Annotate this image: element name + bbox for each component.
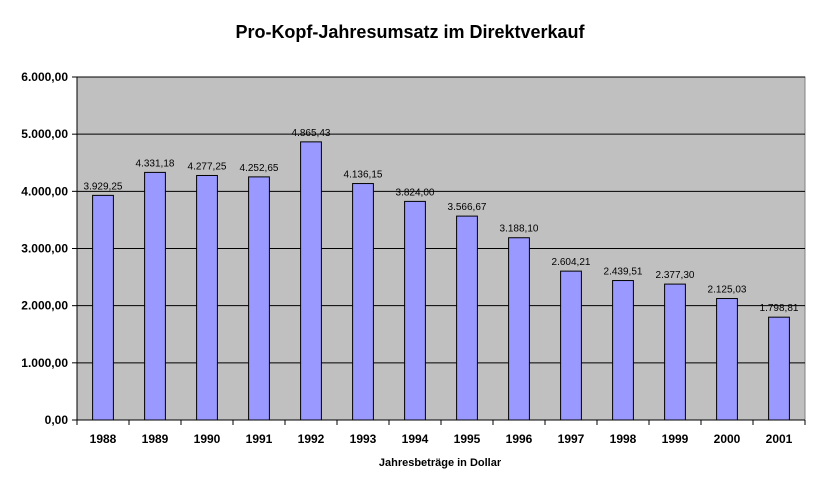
x-tick-label: 1998 bbox=[610, 432, 637, 446]
data-label: 4.865,43 bbox=[292, 128, 331, 139]
data-label: 2.439,51 bbox=[604, 267, 643, 278]
bar bbox=[716, 298, 738, 421]
data-label: 2.604,21 bbox=[552, 257, 591, 268]
bar bbox=[144, 171, 166, 421]
y-tick-label: 6.000,00 bbox=[21, 70, 68, 84]
x-tick-label: 1989 bbox=[142, 432, 169, 446]
data-label: 2.377,30 bbox=[656, 270, 695, 281]
bar bbox=[768, 316, 790, 421]
data-label: 4.252,65 bbox=[240, 163, 279, 174]
y-tick-label: 5.000,00 bbox=[21, 127, 68, 141]
x-tick-label: 2000 bbox=[714, 432, 741, 446]
bar bbox=[664, 283, 686, 421]
data-label: 4.331,18 bbox=[136, 158, 175, 169]
x-tick-label: 2001 bbox=[766, 432, 793, 446]
bar bbox=[508, 237, 530, 421]
bar bbox=[456, 215, 478, 421]
y-tick-label: 1.000,00 bbox=[21, 356, 68, 370]
data-label: 1.798,81 bbox=[760, 303, 799, 314]
bar bbox=[196, 174, 218, 421]
bar bbox=[612, 280, 634, 421]
data-label: 4.136,15 bbox=[344, 170, 383, 181]
bar bbox=[248, 176, 270, 421]
chart-title: Pro-Kopf-Jahresumsatz im Direktverkauf bbox=[235, 22, 585, 42]
y-tick-label: 0,00 bbox=[45, 413, 69, 427]
bar bbox=[300, 141, 322, 421]
x-tick-label: 1988 bbox=[90, 432, 117, 446]
data-label: 3.824,00 bbox=[396, 187, 435, 198]
y-tick-label: 3.000,00 bbox=[21, 242, 68, 256]
data-label: 2.125,03 bbox=[708, 285, 747, 296]
x-tick-label: 1995 bbox=[454, 432, 481, 446]
bar bbox=[560, 270, 582, 421]
y-tick-label: 2.000,00 bbox=[21, 299, 68, 313]
data-label: 3.929,25 bbox=[84, 181, 123, 192]
x-axis-title: Jahresbeträge in Dollar bbox=[379, 457, 502, 469]
x-tick-label: 1992 bbox=[298, 432, 325, 446]
data-label: 3.566,67 bbox=[448, 202, 487, 213]
bar bbox=[92, 194, 114, 421]
data-label: 4.277,25 bbox=[188, 161, 227, 172]
data-label: 3.188,10 bbox=[500, 224, 539, 235]
x-tick-label: 1999 bbox=[662, 432, 689, 446]
x-tick-label: 1997 bbox=[558, 432, 585, 446]
x-tick-label: 1991 bbox=[246, 432, 273, 446]
bar bbox=[404, 200, 426, 421]
x-tick-label: 1996 bbox=[506, 432, 533, 446]
bar bbox=[352, 183, 374, 421]
x-tick-label: 1993 bbox=[350, 432, 377, 446]
x-tick-label: 1994 bbox=[402, 432, 429, 446]
x-tick-label: 1990 bbox=[194, 432, 221, 446]
y-tick-label: 4.000,00 bbox=[21, 184, 68, 198]
